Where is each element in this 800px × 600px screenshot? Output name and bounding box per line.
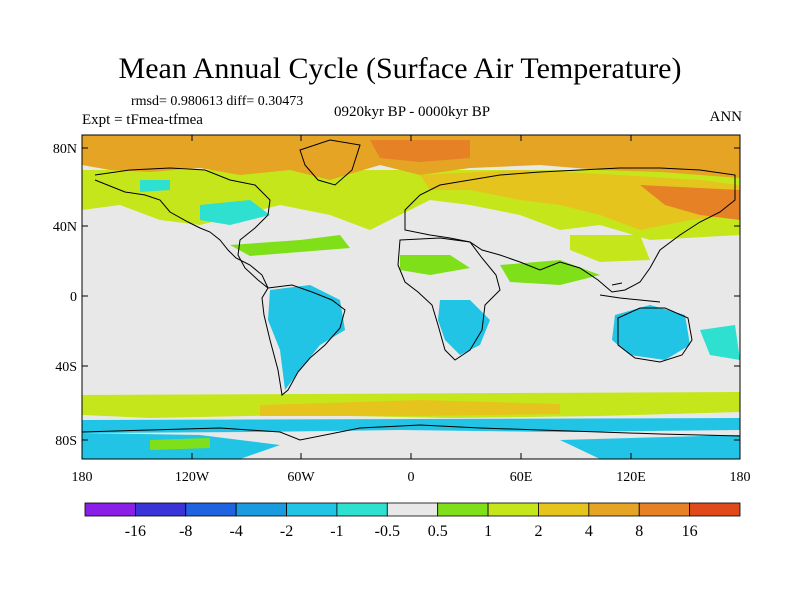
coastline-eurasia [404, 167, 736, 293]
latitude-axis: 80N 40N 0 40S 80S [53, 142, 740, 449]
australia-cool-field [612, 305, 690, 360]
longitude-axis: 180 120W 60W 0 60E 120E 180 [72, 135, 751, 485]
colorbar-label: 0.5 [428, 523, 448, 540]
lon-label: 60W [287, 470, 315, 485]
colorbar-label: -1 [330, 523, 343, 540]
coastline-australia [617, 307, 693, 363]
colorbar-box [336, 502, 388, 517]
pacific-cool-patch [700, 325, 740, 360]
page-title: Mean Annual Cycle (Surface Air Temperatu… [118, 52, 682, 85]
colorbar-label: -2 [280, 523, 293, 540]
lon-label: 60E [510, 470, 533, 485]
lon-label: 180 [72, 470, 93, 485]
stats-text: rmsd= 0.980613 diff= 0.30473 [131, 94, 304, 109]
colorbar-label: 2 [534, 523, 542, 540]
period-text: 0920kyr BP - 0000kyr BP [333, 104, 491, 120]
colorbar-box [134, 502, 187, 517]
colorbar-label: -8 [179, 523, 192, 540]
south-america-cool-field [268, 285, 345, 390]
canada-cool-patch [200, 200, 270, 225]
coastlines [82, 139, 740, 441]
lat-label: 80S [55, 434, 77, 449]
experiment-text: Expt = tFmea-tfmea [82, 112, 203, 128]
africa-cool-field [438, 300, 490, 355]
colorbar-box [588, 502, 640, 517]
lat-label: 40S [55, 360, 77, 375]
colorbar-box [235, 502, 287, 517]
siberia-hot-patch [640, 185, 740, 220]
saharan-green-patch [400, 255, 470, 275]
colorbar-label: -0.5 [375, 523, 400, 540]
lat-label: 40N [53, 220, 77, 235]
colorbar-box [84, 502, 136, 517]
colorbar-box [689, 502, 741, 517]
colorbar-box [538, 502, 590, 517]
lon-label: 120E [616, 470, 646, 485]
coastline-africa [397, 237, 501, 361]
coastline-south-america [261, 284, 346, 396]
season-text: ANN [709, 109, 743, 125]
colorbar-label: -16 [125, 523, 146, 540]
lat-label: 80N [53, 142, 77, 157]
atlantic-cool-patch [140, 180, 170, 192]
colorbar-label: 1 [484, 523, 492, 540]
colorbar-box [185, 502, 237, 517]
lat-label: 0 [70, 290, 77, 305]
lon-label: 0 [408, 470, 415, 485]
colorbar-box [487, 502, 539, 517]
colorbar-label: 4 [585, 523, 593, 540]
arctic-hot-patch [370, 140, 470, 162]
eurasia-warm-field [420, 170, 740, 230]
coastline-indonesia [599, 282, 661, 303]
colorbar-box [386, 502, 439, 517]
colorbar-box [638, 502, 691, 517]
colorbar-labels: -16 -8 -4 -2 -1 -0.5 0.5 1 2 4 8 16 [125, 523, 698, 540]
colorbar-box [437, 502, 489, 517]
southern-ocean-orange-band [260, 400, 560, 416]
colorbar-box [286, 502, 338, 517]
colorbar-label: 8 [635, 523, 643, 540]
colorbar-label: 16 [682, 523, 698, 540]
coastline-antarctica [82, 424, 740, 441]
lon-label: 180 [730, 470, 751, 485]
colorbar-label: -4 [229, 523, 242, 540]
antarctic-green-patch [150, 438, 210, 450]
coastline-greenland [299, 139, 361, 186]
antarctic-east-cool [560, 435, 740, 459]
china-green-patch [570, 235, 650, 262]
lon-label: 120W [175, 470, 210, 485]
atlantic-green-streak [230, 235, 350, 256]
colorbar-boxes [84, 502, 741, 517]
coastline-north-america [94, 167, 271, 289]
